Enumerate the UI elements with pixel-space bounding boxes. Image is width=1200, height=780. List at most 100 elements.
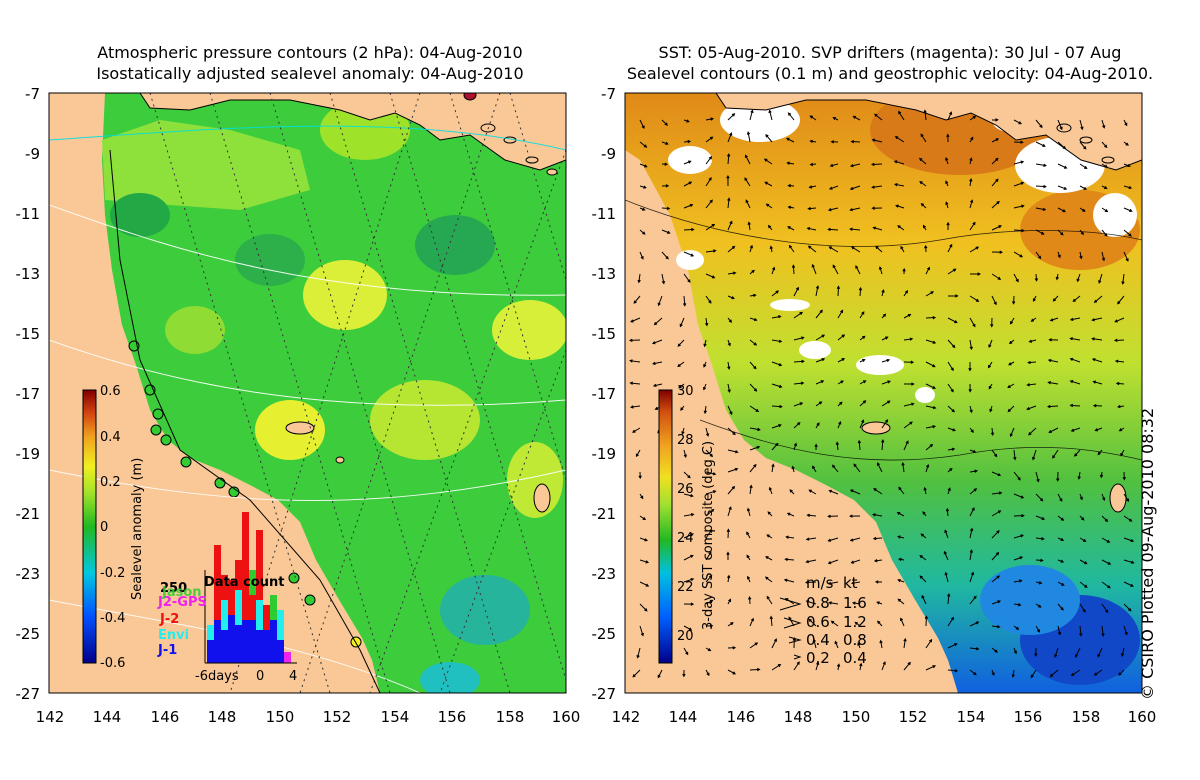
velocity-vector xyxy=(765,203,773,209)
velocity-vector xyxy=(832,264,839,275)
velocity-vector xyxy=(1123,119,1128,127)
velocity-vector xyxy=(727,598,732,605)
speed-kt: 0.8 xyxy=(843,631,867,649)
velocity-vector xyxy=(1093,669,1103,676)
velocity-vector xyxy=(991,551,1000,561)
velocity-vector xyxy=(1007,405,1015,413)
velocity-vector xyxy=(1101,185,1108,189)
lat-label: -23 xyxy=(16,565,41,583)
velocity-vector xyxy=(678,383,685,389)
velocity-vector xyxy=(925,463,930,473)
velocity-vector xyxy=(925,315,937,320)
velocity-vector xyxy=(727,383,731,393)
velocity-vector xyxy=(727,132,733,143)
velocity-vector xyxy=(991,510,1002,517)
velocity-vector xyxy=(1077,471,1081,480)
sealevel-contours xyxy=(625,199,1142,461)
velocity-vector xyxy=(1097,647,1103,658)
velocity-vector xyxy=(947,487,951,495)
velocity-vector xyxy=(947,669,959,673)
left-cb-tick: 0.6 xyxy=(100,384,121,399)
velocity-vector xyxy=(727,405,733,416)
velocity-vector xyxy=(900,245,905,253)
velocity-vector xyxy=(969,571,975,583)
velocity-vector xyxy=(969,469,979,473)
velocity-vector xyxy=(633,295,641,304)
velocity-vector xyxy=(871,138,883,143)
lat-label: -9 xyxy=(25,145,40,163)
velocity-vector xyxy=(683,181,693,187)
velocity-vector xyxy=(1032,449,1037,461)
left-cb-tick: 0.2 xyxy=(100,475,121,490)
velocity-vector xyxy=(1052,295,1059,302)
velocity-vector xyxy=(969,221,976,231)
speed-kt: 1.6 xyxy=(843,594,867,612)
speed-kt: 1.2 xyxy=(843,613,867,631)
velocity-vector xyxy=(1035,163,1047,167)
lat-label: -15 xyxy=(16,325,41,343)
velocity-vector xyxy=(749,617,754,627)
legend-label: Jason xyxy=(161,585,202,600)
speed-kt: 0.4 xyxy=(843,649,867,667)
velocity-vector xyxy=(1049,669,1059,678)
new-guinea-land xyxy=(139,93,566,171)
velocity-vector xyxy=(807,245,817,253)
velocity-vector xyxy=(771,383,783,389)
velocity-vector xyxy=(787,226,795,231)
velocity-vector xyxy=(969,115,977,121)
velocity-vector xyxy=(703,405,707,415)
velocity-vector xyxy=(859,311,865,319)
velocity-vector xyxy=(893,160,905,165)
velocity-vector xyxy=(705,117,715,121)
velocity-vector xyxy=(849,185,861,191)
velocity-vector xyxy=(749,484,753,495)
velocity-vector xyxy=(903,402,915,407)
sst-cool-patch xyxy=(980,565,1080,635)
left-map-title: Atmospheric pressure contours (2 hPa): 0… xyxy=(40,42,580,84)
velocity-vector xyxy=(1123,625,1128,636)
velocity-vector xyxy=(991,157,999,165)
left-colorbar-label: Sealevel anomaly (m) xyxy=(130,458,145,600)
velocity-vector xyxy=(1069,403,1081,408)
velocity-vector xyxy=(812,465,817,473)
velocity-vector xyxy=(969,295,980,302)
velocity-vector xyxy=(1075,647,1081,658)
velocity-vector xyxy=(969,647,980,651)
velocity-vector xyxy=(1069,337,1081,341)
left-colorbar-ticks: 0.6 0.4 0.2 0 -0.2 -0.4 -0.6 xyxy=(100,384,125,671)
velocity-vector xyxy=(872,226,883,231)
velocity-vector xyxy=(793,381,805,385)
velocity-vector xyxy=(881,400,891,407)
velocity-vector xyxy=(969,246,980,253)
speed-arrow-icon xyxy=(793,654,802,660)
gulf-water xyxy=(102,120,310,210)
velocity-vector xyxy=(749,244,753,253)
velocity-vector xyxy=(925,425,937,429)
velocity-vector xyxy=(832,116,839,121)
legend-label: J-1 xyxy=(157,643,177,658)
velocity-vector xyxy=(1046,404,1059,409)
velocity-vector xyxy=(763,158,773,165)
velocity-vector xyxy=(705,529,713,539)
velocity-vector xyxy=(881,313,887,319)
velocity-vector xyxy=(849,489,861,495)
lon-label: 146 xyxy=(727,708,756,726)
velocity-vector xyxy=(1114,317,1125,323)
left-cb-tick: 0 xyxy=(100,520,108,535)
velocity-vector xyxy=(636,647,641,659)
velocity-vector xyxy=(1072,295,1081,303)
velocity-vector xyxy=(727,669,737,675)
velocity-vector xyxy=(944,529,949,539)
velocity-vector xyxy=(991,295,997,306)
velocity-vector xyxy=(925,383,936,389)
velocity-vector xyxy=(652,383,663,388)
velocity-vector xyxy=(749,361,757,370)
velocity-vector xyxy=(1091,358,1103,363)
velocity-vector xyxy=(771,339,783,343)
velocity-vector xyxy=(812,638,817,649)
velocity-vector xyxy=(918,157,927,165)
velocity-vector xyxy=(727,113,736,121)
velocity-vector xyxy=(849,537,861,542)
velocity-vector xyxy=(947,447,956,451)
velocity-vector xyxy=(1101,581,1111,589)
